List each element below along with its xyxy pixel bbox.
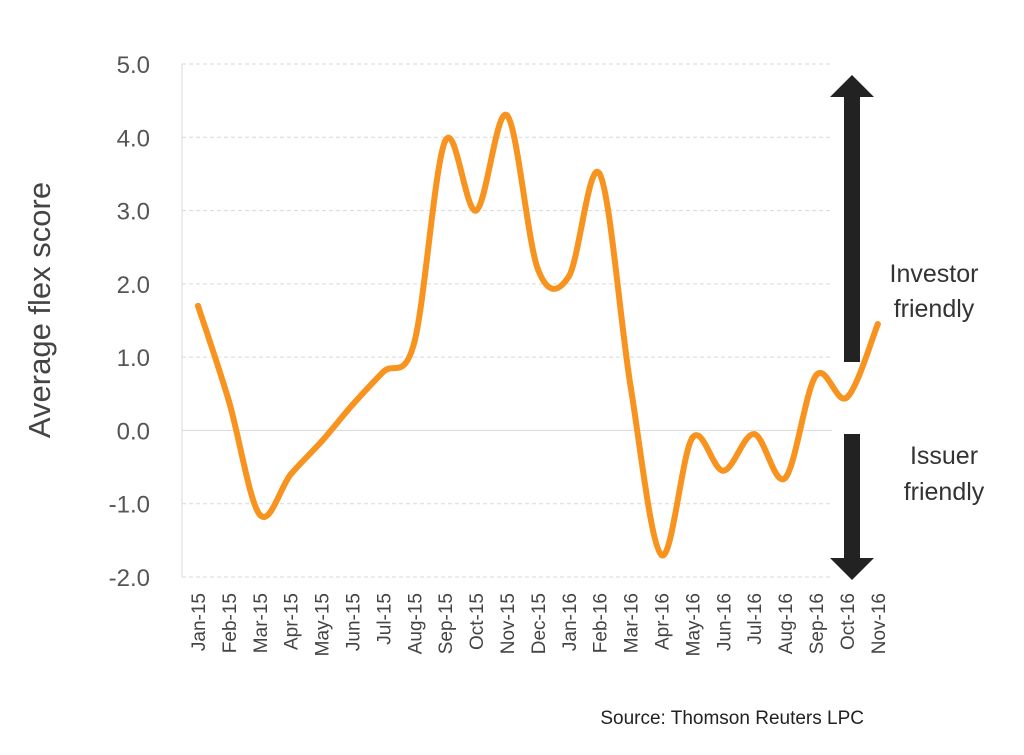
x-axis-ticks: Jan-15 Feb-15 Mar-15 Apr-15 May-15 Jun-15 Jul-… bbox=[189, 593, 890, 656]
x-tick-label: Feb-16 bbox=[591, 593, 612, 653]
issuer-friendly-label-line1: Issuer bbox=[910, 442, 978, 470]
y-tick-label: 5.0 bbox=[117, 52, 150, 79]
x-tick-label: Jan-16 bbox=[560, 593, 581, 651]
data-point bbox=[287, 471, 294, 478]
data-point bbox=[751, 431, 758, 438]
y-tick-label: 2.0 bbox=[117, 272, 150, 299]
investor-friendly-label-line1: Investor bbox=[890, 260, 979, 288]
x-tick-label: May-15 bbox=[313, 593, 334, 656]
x-tick-label: Mar-15 bbox=[251, 593, 272, 653]
y-tick-label: 3.0 bbox=[117, 199, 150, 226]
data-point bbox=[256, 511, 263, 518]
x-tick-label: Aug-15 bbox=[405, 593, 426, 654]
investor-friendly-arrow bbox=[830, 75, 874, 362]
y-tick-label: -2.0 bbox=[109, 565, 150, 592]
y-axis-label: Average flex score bbox=[22, 182, 57, 438]
series-line bbox=[195, 112, 881, 559]
data-point bbox=[534, 266, 541, 273]
data-point bbox=[504, 112, 510, 119]
x-tick-label: Oct-15 bbox=[467, 593, 488, 650]
data-point bbox=[565, 273, 572, 280]
x-tick-label: Apr-15 bbox=[282, 593, 303, 650]
x-tick-label: Apr-16 bbox=[653, 593, 674, 650]
data-point bbox=[720, 467, 727, 474]
source-note: Source: Thomson Reuters LPC bbox=[600, 708, 864, 729]
x-tick-label: Nov-15 bbox=[498, 593, 519, 654]
data-point bbox=[349, 401, 356, 408]
data-point bbox=[782, 475, 789, 482]
data-point bbox=[658, 552, 665, 559]
series-layer bbox=[195, 112, 881, 559]
x-tick-label: Feb-15 bbox=[220, 593, 241, 653]
data-point bbox=[473, 207, 480, 214]
data-point bbox=[195, 302, 201, 309]
data-point bbox=[411, 339, 418, 346]
data-point bbox=[442, 137, 449, 144]
x-tick-label: Sep-15 bbox=[436, 593, 457, 654]
up-arrow-icon bbox=[830, 75, 874, 362]
x-tick-label: Jul-16 bbox=[745, 593, 766, 645]
gridlines bbox=[181, 63, 832, 578]
x-tick-label: Jun-15 bbox=[344, 593, 365, 651]
x-tick-label: Sep-16 bbox=[807, 593, 828, 654]
x-tick-label: Dec-15 bbox=[529, 593, 550, 654]
y-tick-label: 1.0 bbox=[117, 345, 150, 372]
x-tick-label: Jan-15 bbox=[189, 593, 210, 651]
data-point bbox=[874, 321, 881, 328]
x-tick-label: May-16 bbox=[683, 593, 704, 656]
y-tick-label: -1.0 bbox=[109, 492, 150, 519]
data-point bbox=[813, 372, 819, 379]
issuer-friendly-label-line2: friendly bbox=[904, 478, 985, 506]
investor-friendly-label-line2: friendly bbox=[894, 295, 975, 323]
x-tick-label: Jun-16 bbox=[714, 593, 735, 651]
data-point bbox=[843, 394, 850, 401]
y-tick-label: 0.0 bbox=[117, 418, 150, 445]
x-tick-label: Jul-15 bbox=[374, 593, 395, 645]
issuer-friendly-arrow bbox=[830, 434, 874, 580]
data-point bbox=[596, 170, 603, 177]
y-tick-label: 4.0 bbox=[117, 125, 150, 152]
data-point bbox=[318, 438, 325, 445]
x-tick-label: Nov-16 bbox=[869, 593, 890, 654]
down-arrow-icon bbox=[830, 434, 874, 580]
x-tick-label: Oct-16 bbox=[838, 593, 859, 650]
data-point bbox=[380, 368, 387, 375]
y-axis-ticks: 5.0 4.0 3.0 2.0 1.0 0.0 -1.0 -2.0 bbox=[109, 52, 150, 592]
data-point bbox=[627, 383, 634, 390]
x-tick-label: Mar-16 bbox=[622, 593, 643, 653]
data-point bbox=[225, 398, 232, 405]
data-point bbox=[689, 434, 696, 441]
x-tick-label: Aug-16 bbox=[776, 593, 797, 654]
